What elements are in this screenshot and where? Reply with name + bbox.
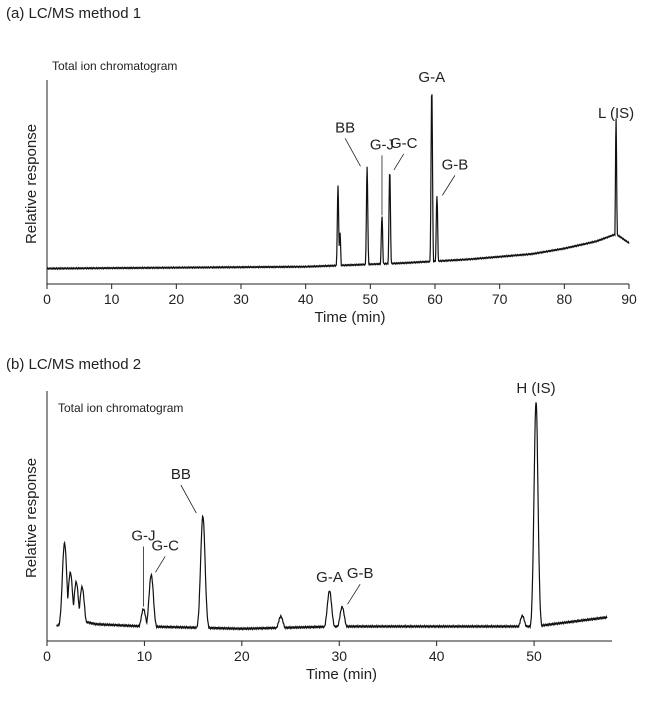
y-axis-label: Relative response bbox=[23, 124, 40, 244]
y-axis-label: Relative response bbox=[23, 458, 40, 578]
peak-label: G-B bbox=[442, 156, 469, 173]
x-tick-label: 10 bbox=[104, 291, 120, 307]
peak-label: H (IS) bbox=[516, 380, 555, 397]
x-tick-label: 60 bbox=[427, 291, 443, 307]
peak-leader-line bbox=[393, 153, 405, 171]
chromatogram-trace bbox=[56, 402, 608, 631]
panel-b-label: (b) LC/MS method 2 bbox=[6, 356, 142, 373]
peak-leader-line bbox=[155, 556, 166, 573]
x-tick-label: 10 bbox=[137, 648, 153, 664]
panel-a-label: (a) LC/MS method 1 bbox=[6, 5, 142, 22]
peak-leader-line bbox=[180, 484, 197, 514]
peak-label: G-B bbox=[347, 565, 374, 582]
x-tick-label: 0 bbox=[43, 648, 51, 664]
x-axis-label: Time (min) bbox=[306, 666, 377, 683]
peak-leader-line bbox=[442, 175, 456, 196]
peak-label: G-A bbox=[316, 569, 343, 586]
x-tick-label: 20 bbox=[234, 648, 250, 664]
peak-label: G-A bbox=[418, 69, 445, 86]
x-tick-label: 50 bbox=[363, 291, 379, 307]
peak-leader-line bbox=[344, 138, 361, 167]
chart-panel-a: 0 10 20 30 40 50 60 70 80 90 Time (min) Relative re… bbox=[23, 59, 637, 326]
x-tick-label: 0 bbox=[43, 291, 51, 307]
peak-label: BB bbox=[335, 119, 355, 136]
x-tick-label: 70 bbox=[492, 291, 508, 307]
x-tick-label: 40 bbox=[298, 291, 314, 307]
peak-label: L (IS) bbox=[598, 105, 634, 122]
peak-label: BB bbox=[171, 466, 191, 483]
peak-label: G-C bbox=[390, 135, 418, 152]
x-tick-label: 40 bbox=[429, 648, 445, 664]
x-tick-label: 50 bbox=[526, 648, 542, 664]
x-tick-label: 30 bbox=[331, 648, 347, 664]
x-tick-label: 80 bbox=[557, 291, 573, 307]
x-tick-label: 20 bbox=[169, 291, 185, 307]
peak-label: G-J bbox=[131, 527, 155, 544]
chromatogram-trace bbox=[46, 94, 630, 271]
chart-panel-b: 0 10 20 30 40 50 Time (min) Relative response To… bbox=[23, 380, 612, 683]
chart-title: Total ion chromatogram bbox=[58, 401, 183, 415]
x-tick-label: 90 bbox=[621, 291, 637, 307]
peak-label: G-C bbox=[151, 537, 179, 554]
peak-leader-line bbox=[347, 583, 361, 605]
x-tick-label: 30 bbox=[233, 291, 249, 307]
x-axis-label: Time (min) bbox=[314, 309, 385, 326]
peak-label: G-J bbox=[370, 136, 394, 153]
chart-title: Total ion chromatogram bbox=[52, 59, 177, 73]
